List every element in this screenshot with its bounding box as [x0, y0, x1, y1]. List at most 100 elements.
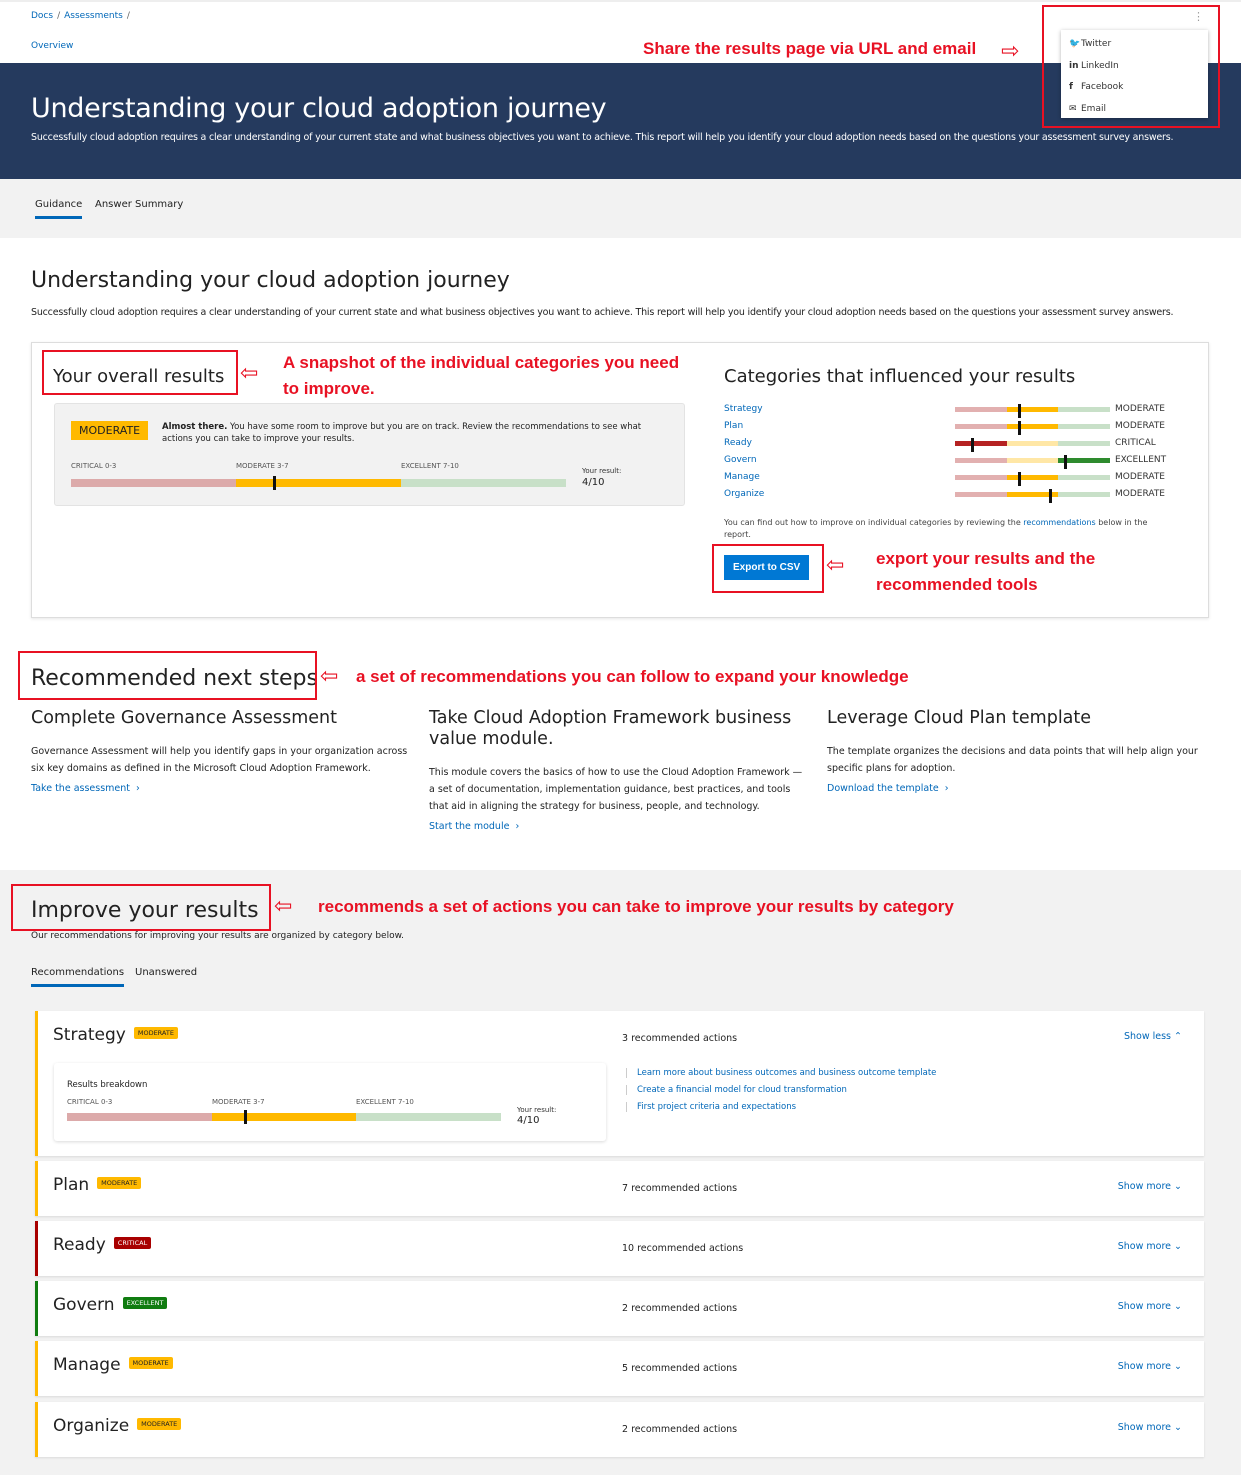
breadcrumb: Docs / Assessments / — [31, 11, 130, 21]
tab-recommendations[interactable]: Recommendations — [31, 967, 125, 987]
category-accordion[interactable]: Strategy MODERATE 3 recommended actions S… — [35, 1011, 1204, 1156]
main-content: Understanding your cloud adoption journe… — [0, 238, 1241, 318]
breadcrumb-assessments[interactable]: Assessments — [64, 11, 123, 21]
category-score-bar — [955, 404, 1110, 418]
your-result-value: 4/10 — [517, 1115, 540, 1126]
status-badge: MODERATE — [97, 1177, 142, 1189]
range-moderate: MODERATE 3-7 — [212, 1098, 265, 1106]
score-marker — [272, 476, 276, 490]
breadcrumb-docs[interactable]: Docs — [31, 11, 54, 21]
annotation-arrow-left-icon: ⇦ — [320, 664, 339, 689]
tab-answer-summary[interactable]: Answer Summary — [95, 199, 184, 210]
category-accordion[interactable]: Plan MODERATE 7 recommended actions Show … — [35, 1161, 1204, 1216]
overview-link[interactable]: Overview — [31, 41, 74, 51]
next-step-title: Take Cloud Adoption Framework business v… — [429, 708, 792, 749]
recommended-actions-count: 7 recommended actions — [622, 1183, 738, 1194]
show-more-button[interactable]: Show more ⌄ — [1117, 1361, 1182, 1372]
category-status: MODERATE — [1115, 421, 1165, 431]
bar-segment — [1058, 424, 1110, 429]
category-accordion[interactable]: Manage MODERATE 5 recommended actions Sho… — [35, 1341, 1204, 1396]
annotation-box-export — [712, 544, 824, 593]
tab-unanswered[interactable]: Unanswered — [135, 967, 198, 978]
share-menu: 🐦Twitter in LinkedIn f Facebook ✉ Email — [1061, 30, 1208, 118]
bar-segment — [235, 479, 401, 487]
next-step-description: Governance Assessment will help you iden… — [31, 746, 408, 774]
share-facebook[interactable]: f Facebook — [1069, 77, 1200, 99]
annotation-box-overall — [42, 350, 238, 395]
results-breakdown-label: Results breakdown — [67, 1080, 148, 1090]
recommendations-link[interactable]: recommendations — [1023, 518, 1096, 527]
annotation-export: export your results and the recommended … — [876, 549, 1096, 594]
score-marker — [1017, 472, 1021, 486]
score-marker — [1064, 455, 1068, 469]
recommended-actions-count: 10 recommended actions — [622, 1243, 744, 1254]
show-more-button[interactable]: Show more ⌄ — [1117, 1301, 1182, 1312]
status-badge: MODERATE — [128, 1357, 173, 1369]
next-step-link[interactable]: Download the template › — [827, 783, 949, 794]
category-link[interactable]: Manage — [724, 472, 760, 482]
share-twitter[interactable]: 🐦Twitter — [1069, 34, 1200, 56]
recommended-action-link[interactable]: Learn more about business outcomes and b… — [626, 1068, 936, 1078]
category-row: Plan MODERATE — [724, 421, 1194, 438]
category-title: Plan MODERATE — [53, 1175, 142, 1195]
category-score-bar — [955, 472, 1110, 486]
annotation-box-share — [1042, 5, 1220, 128]
bar-segment — [1006, 492, 1059, 497]
category-link[interactable]: Strategy — [724, 404, 763, 414]
category-link[interactable]: Organize — [724, 489, 765, 499]
bar-segment — [1058, 407, 1110, 412]
annotation-improve: recommends a set of actions you can take… — [318, 897, 954, 916]
share-linkedin[interactable]: in LinkedIn — [1069, 56, 1200, 78]
improve-description: Our recommendations for improving your r… — [31, 931, 404, 941]
next-step-title: Leverage Cloud Plan template — [827, 708, 1092, 728]
next-step-link[interactable]: Take the assessment › — [31, 783, 140, 794]
status-badge: MODERATE — [133, 1027, 178, 1039]
annotation-share: Share the results page via URL and email — [643, 39, 977, 58]
show-more-button[interactable]: Show more ⌄ — [1117, 1241, 1182, 1252]
category-status: MODERATE — [1115, 472, 1165, 482]
results-card: Your overall results MODERATE Almost the… — [31, 342, 1209, 618]
categories-title: Categories that influenced your results — [724, 366, 1076, 387]
category-status: EXCELLENT — [1115, 455, 1167, 465]
next-step-link[interactable]: Start the module › — [429, 821, 520, 832]
bar-segment — [1058, 441, 1110, 446]
status-badge: MODERATE — [137, 1418, 182, 1430]
show-less-button[interactable]: Show less ⌃ — [1123, 1031, 1182, 1042]
chevron-right-icon: › — [941, 783, 949, 794]
show-more-button[interactable]: Show more ⌄ — [1117, 1181, 1182, 1192]
category-score-bar — [955, 489, 1110, 503]
category-link[interactable]: Ready — [724, 438, 752, 448]
export-csv-button[interactable]: Export to CSV — [724, 555, 810, 580]
range-moderate: MODERATE 3-7 — [236, 462, 289, 470]
bar-segment — [356, 1113, 501, 1121]
category-title: Manage MODERATE — [53, 1355, 173, 1375]
status-badge: CRITICAL — [113, 1237, 152, 1249]
category-score-bar — [955, 455, 1110, 469]
bar-segment — [1058, 475, 1110, 480]
bar-segment — [1006, 424, 1059, 429]
facebook-icon: f — [1069, 82, 1073, 92]
recommended-actions-count: 2 recommended actions — [622, 1424, 738, 1435]
bar-segment — [955, 475, 1007, 480]
strategy-score-bar — [67, 1110, 501, 1124]
category-accordion[interactable]: Govern EXCELLENT 2 recommended actions Sh… — [35, 1281, 1204, 1336]
recommended-action-link[interactable]: First project criteria and expectations — [626, 1102, 796, 1112]
show-more-button[interactable]: Show more ⌄ — [1117, 1422, 1182, 1433]
annotation-overall: A snapshot of the individual categories … — [283, 353, 680, 398]
share-email[interactable]: ✉ Email — [1069, 99, 1200, 121]
category-link[interactable]: Plan — [724, 421, 744, 431]
score-marker — [971, 438, 975, 452]
bar-segment — [1058, 458, 1110, 463]
category-row: Manage MODERATE — [724, 472, 1194, 489]
category-title: Ready CRITICAL — [53, 1235, 152, 1255]
category-link[interactable]: Govern — [724, 455, 757, 465]
category-accordion[interactable]: Ready CRITICAL 10 recommended actions Sho… — [35, 1221, 1204, 1276]
improve-title: Improve your results — [31, 898, 259, 923]
tab-guidance[interactable]: Guidance — [35, 199, 83, 219]
recommended-action-link[interactable]: Create a financial model for cloud trans… — [626, 1085, 847, 1095]
more-options-icon[interactable]: ⋮ — [1193, 10, 1204, 23]
overall-results-box: MODERATE Almost there. You have some roo… — [54, 403, 685, 506]
category-accordion[interactable]: Organize MODERATE 2 recommended actions S… — [35, 1402, 1204, 1457]
bar-segment — [955, 424, 1007, 429]
next-step-card: Take Cloud Adoption Framework business v… — [429, 708, 809, 832]
